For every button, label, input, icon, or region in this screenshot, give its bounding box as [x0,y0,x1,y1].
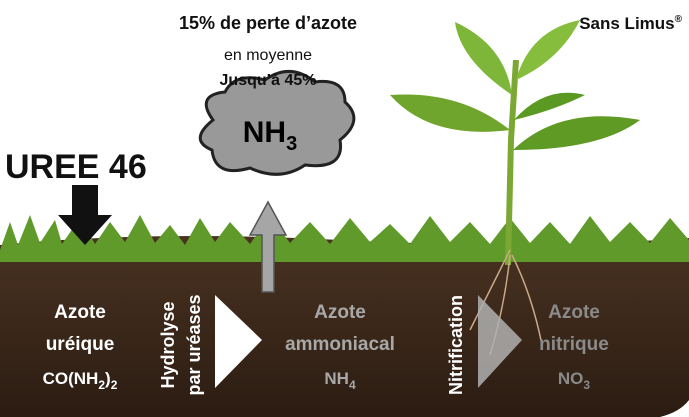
formula-part: CO(NH [43,369,99,388]
average-text: en moyenne [224,47,312,64]
brand-mark: ® [675,14,683,25]
stage-text: Nitrification [446,295,466,395]
loss-text: 15% de perte d’azote [179,13,357,33]
formula-sub: 3 [286,133,297,155]
diagram: 15% de perte d’azote en moyenne Jusqu’à … [0,0,689,417]
max-text: Jusqu’à 45% [220,72,317,89]
formula-part: NH [243,116,286,149]
brand: Sans Limus® [579,14,682,33]
stage-text: Azote [314,302,366,323]
formula-sub: 2 [111,378,118,392]
stage-text: Azote [548,302,600,323]
formula-sub: 4 [349,378,356,392]
stage-text: uréique [46,334,115,355]
stage-text: Hydrolyse [158,301,178,388]
product: UREE 46 [5,148,147,186]
formula-sub: 3 [583,378,590,392]
stage-text: Azote [54,302,106,323]
formula-part: NO [558,369,584,388]
brand-name: Sans Limus [579,14,674,33]
stage-text: par uréases [184,294,204,395]
stage-text: ammoniacal [285,334,395,355]
stage-text: nitrique [539,334,609,355]
formula-part: NH [324,369,349,388]
